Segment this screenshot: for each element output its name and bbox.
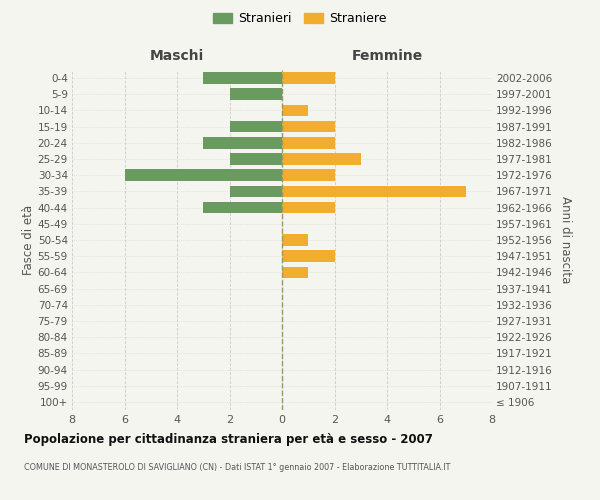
- Text: COMUNE DI MONASTEROLO DI SAVIGLIANO (CN) - Dati ISTAT 1° gennaio 2007 - Elaboraz: COMUNE DI MONASTEROLO DI SAVIGLIANO (CN)…: [24, 462, 451, 471]
- Legend: Stranieri, Straniere: Stranieri, Straniere: [209, 8, 391, 29]
- Bar: [229, 121, 282, 132]
- Text: Femmine: Femmine: [352, 48, 422, 62]
- Bar: [229, 186, 282, 198]
- Bar: [282, 202, 335, 213]
- Bar: [203, 137, 282, 148]
- Bar: [282, 250, 335, 262]
- Bar: [282, 170, 335, 181]
- Bar: [203, 202, 282, 213]
- Bar: [229, 153, 282, 165]
- Bar: [282, 266, 308, 278]
- Text: Maschi: Maschi: [150, 48, 204, 62]
- Bar: [229, 88, 282, 100]
- Bar: [282, 137, 335, 148]
- Y-axis label: Fasce di età: Fasce di età: [22, 205, 35, 275]
- Y-axis label: Anni di nascita: Anni di nascita: [559, 196, 572, 284]
- Bar: [282, 121, 335, 132]
- Bar: [282, 104, 308, 117]
- Bar: [203, 72, 282, 84]
- Bar: [282, 186, 466, 198]
- Bar: [282, 234, 308, 246]
- Bar: [125, 170, 282, 181]
- Text: Popolazione per cittadinanza straniera per età e sesso - 2007: Popolazione per cittadinanza straniera p…: [24, 432, 433, 446]
- Bar: [282, 153, 361, 165]
- Bar: [282, 72, 335, 84]
